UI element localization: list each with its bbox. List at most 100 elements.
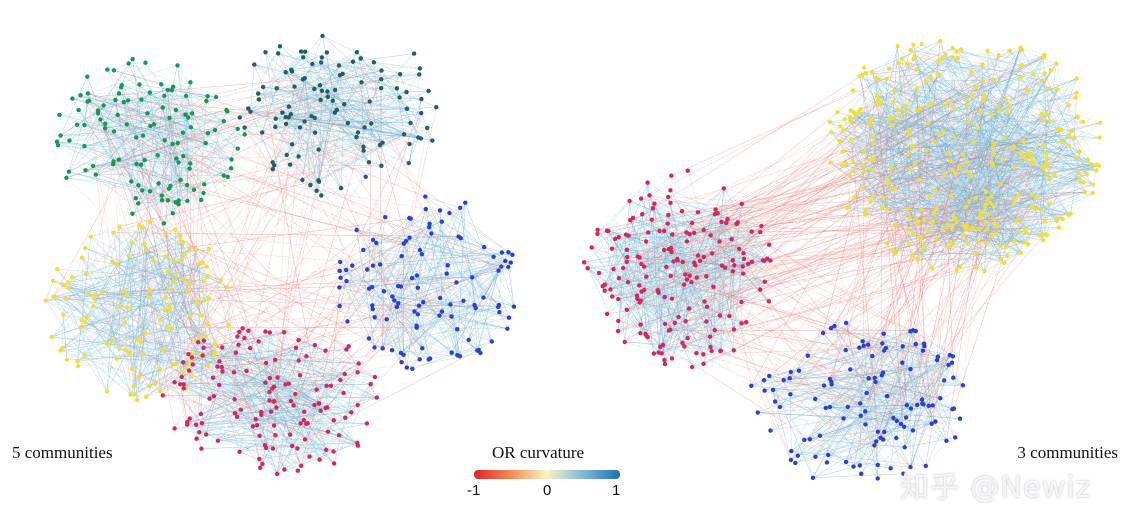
node-community-yellow <box>183 365 189 371</box>
edge <box>60 131 115 136</box>
node-community-teal <box>367 99 372 104</box>
edge <box>161 84 275 166</box>
edge <box>304 121 443 312</box>
edge <box>244 93 259 135</box>
node-community-blue <box>396 301 401 306</box>
edge <box>396 306 479 351</box>
edge <box>649 90 854 196</box>
node-community-yellow <box>88 234 93 239</box>
edge <box>727 218 911 332</box>
node-community-green <box>181 153 186 159</box>
node-community-blue <box>398 350 404 356</box>
edge <box>770 418 844 431</box>
edge <box>637 256 701 262</box>
node-community-green <box>156 181 161 186</box>
node-community-yellow <box>165 325 170 330</box>
edge <box>113 63 129 71</box>
node-community-teal <box>260 84 266 90</box>
edge <box>126 307 187 369</box>
node-community-yellow <box>144 248 149 253</box>
node-community-yellow <box>911 42 916 47</box>
node-community-red <box>325 429 331 434</box>
edge <box>751 244 770 262</box>
node-community-yellow <box>169 326 175 331</box>
edge <box>142 250 147 355</box>
edge <box>100 73 401 120</box>
edge <box>770 430 854 467</box>
node-community-yellow <box>1011 164 1017 170</box>
edge <box>203 321 348 349</box>
edge <box>425 208 515 307</box>
edge <box>876 49 911 79</box>
edge <box>102 226 120 293</box>
node-community-teal <box>418 136 424 141</box>
edge <box>731 238 771 261</box>
edge <box>65 241 184 299</box>
node-community-yellow <box>846 172 851 177</box>
edge <box>587 268 619 332</box>
node-community-red <box>244 368 249 374</box>
edge <box>401 255 461 357</box>
edge <box>925 81 999 112</box>
edge <box>848 174 889 182</box>
edge <box>883 333 956 438</box>
edge <box>68 171 179 205</box>
edge <box>117 114 167 234</box>
node-community-red <box>346 344 351 349</box>
node-community-teal <box>369 121 374 126</box>
edge <box>190 82 214 378</box>
edge <box>632 217 648 338</box>
node-community-red <box>181 360 186 365</box>
edge <box>72 273 87 278</box>
edge <box>239 61 354 118</box>
node-community-green <box>161 221 167 226</box>
node-community-blue <box>415 285 420 290</box>
node-community-blue <box>438 295 443 301</box>
edge <box>908 50 1010 135</box>
edge <box>641 220 1057 292</box>
node-community-blue <box>499 250 505 255</box>
node-community-green <box>126 61 131 66</box>
edge <box>830 162 910 218</box>
node-community-yellow <box>963 204 969 209</box>
node-community-yellow <box>850 88 856 93</box>
edge <box>207 61 354 97</box>
node-community-yellow <box>960 152 965 157</box>
node-community-blue <box>338 275 343 280</box>
node-community-yellow <box>899 56 905 61</box>
edge <box>999 148 1013 259</box>
edge <box>183 370 190 385</box>
edge <box>298 70 382 361</box>
edge <box>602 238 616 287</box>
edge <box>953 113 1043 245</box>
edge <box>829 392 867 408</box>
node-community-yellow <box>152 381 157 387</box>
node-community-yellow <box>1039 111 1045 117</box>
edge <box>239 451 285 470</box>
node-community-red <box>235 334 240 339</box>
edge <box>907 165 1048 210</box>
node-community-red <box>324 447 329 453</box>
edge <box>298 88 315 157</box>
edge <box>60 76 88 136</box>
node-community-red <box>349 410 354 415</box>
node-community-blue <box>445 263 450 268</box>
edge <box>886 238 937 397</box>
edge <box>244 132 316 135</box>
node-community-yellow <box>65 280 71 285</box>
edge <box>613 110 917 270</box>
node-community-blue <box>350 263 355 268</box>
node-community-teal <box>316 179 322 184</box>
edge <box>775 90 1029 402</box>
node-community-yellow <box>182 252 187 257</box>
node-community-green <box>129 179 134 184</box>
node-community-teal <box>325 94 330 100</box>
node-community-red <box>246 328 251 333</box>
edge <box>876 58 943 105</box>
edge <box>119 226 205 301</box>
edge <box>910 219 995 468</box>
edge <box>128 255 187 369</box>
edge <box>144 333 302 466</box>
node-community-red <box>236 342 241 347</box>
edge <box>685 215 954 322</box>
